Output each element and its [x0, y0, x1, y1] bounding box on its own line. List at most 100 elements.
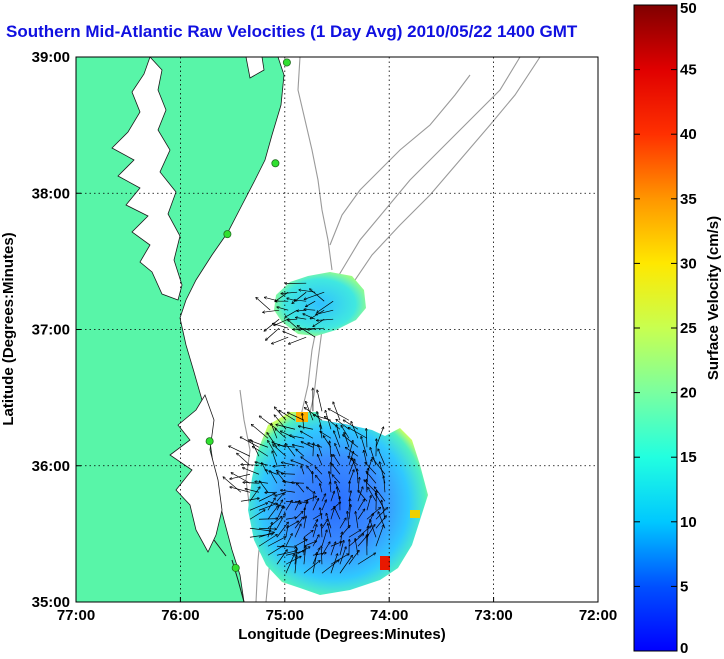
velocity-vector	[312, 471, 313, 484]
velocity-vector	[315, 467, 323, 475]
velocity-vector	[316, 318, 334, 320]
velocity-vector	[303, 530, 313, 538]
delaware-bay	[245, 57, 265, 79]
x-tick-label: 72:00	[579, 607, 617, 624]
velocity-vector	[294, 524, 301, 538]
velocity-vector	[312, 514, 322, 520]
velocity-vector	[320, 508, 323, 520]
velocity-vector	[358, 490, 368, 502]
colorbar-ticks: 0 5 10 15 20 25 30 35 40 45 50	[634, 0, 697, 657]
velocity-vector	[310, 289, 325, 302]
velocity-vector	[265, 327, 280, 340]
velocity-vector	[328, 409, 350, 421]
velocity-vector	[242, 468, 260, 475]
velocity-vector	[279, 410, 296, 421]
velocity-vector	[285, 443, 296, 457]
velocity-vector	[339, 555, 353, 574]
velocity-vector	[312, 535, 319, 547]
velocity-vector	[304, 508, 305, 520]
velocity-vector	[326, 513, 332, 529]
velocity-vector	[330, 441, 332, 457]
velocity-vector	[289, 435, 305, 439]
x-tick-label: 75:00	[266, 607, 304, 624]
velocity-vector	[348, 451, 354, 466]
velocity-vector	[267, 522, 272, 538]
velocity-vector	[335, 443, 341, 457]
velocity-vector	[333, 402, 341, 421]
velocity-vector	[375, 516, 386, 529]
velocity-vector	[339, 518, 346, 529]
velocity-vector	[299, 290, 316, 293]
velocity-vector	[357, 487, 363, 502]
velocity-vector	[291, 460, 305, 466]
velocity-vector	[281, 291, 298, 293]
y-tick-label: 38:00	[32, 185, 70, 202]
velocity-vector	[285, 556, 301, 565]
velocity-vector	[339, 540, 344, 556]
x-axis-label: Longitude (Degrees:Minutes)	[238, 626, 446, 643]
velocity-vector	[302, 413, 305, 430]
y-axis-label: Latitude (Degrees:Minutes)	[0, 232, 17, 425]
x-tick-label: 73:00	[474, 607, 512, 624]
velocity-vector	[370, 520, 377, 538]
velocity-vector	[249, 510, 265, 520]
velocity-vector	[328, 523, 332, 538]
velocity-vector	[312, 525, 317, 538]
velocity-vector	[294, 547, 310, 556]
velocity-vector	[339, 547, 346, 565]
station-marker	[205, 437, 214, 446]
velocity-vector	[317, 300, 334, 312]
velocity-vector	[271, 423, 278, 439]
velocity-vector	[303, 560, 320, 574]
velocity-vector	[281, 462, 296, 466]
velocity-vector	[330, 554, 338, 574]
velocity-vector	[237, 453, 251, 466]
velocity-vector	[273, 444, 287, 457]
velocity-vector	[280, 490, 296, 493]
velocity-vector	[240, 498, 259, 502]
velocity-vector	[292, 291, 307, 303]
velocity-vector	[294, 555, 297, 574]
velocity-vector	[274, 407, 287, 421]
map-title: Southern Mid-Atlantic Raw Velocities (1 …	[6, 22, 578, 41]
velocity-vector	[306, 300, 316, 306]
velocity-vector	[343, 435, 359, 448]
velocity-vector	[304, 291, 325, 299]
velocity-vector	[334, 506, 341, 520]
velocity-vector	[330, 507, 335, 520]
velocity-vector	[277, 307, 289, 311]
colorbar-tick-label: 30	[680, 255, 697, 272]
velocity-vector	[276, 500, 283, 511]
velocity-vector	[375, 508, 388, 520]
velocity-vector	[258, 503, 277, 511]
velocity-vector	[334, 431, 341, 448]
velocity-vector	[349, 481, 350, 493]
velocity-vector	[285, 533, 292, 547]
velocity-vector	[375, 525, 384, 547]
velocity-vector	[298, 426, 314, 430]
velocity-vector	[294, 539, 307, 547]
velocity-vector	[374, 487, 386, 502]
coverage-patch-north	[274, 272, 366, 336]
velocity-vector	[321, 560, 339, 574]
velocity-vector	[249, 534, 273, 538]
velocity-vector	[276, 493, 284, 502]
colorbar-tick-label: 25	[680, 320, 697, 337]
velocity-vector	[258, 532, 274, 538]
velocity-vector	[368, 487, 377, 502]
velocity-vector	[263, 309, 280, 312]
velocity-vector	[259, 416, 278, 430]
x-tick-label: 76:00	[161, 607, 199, 624]
velocity-vector	[267, 505, 278, 520]
velocity-vector	[294, 300, 307, 301]
velocity-vector	[321, 546, 322, 565]
velocity-vector	[276, 550, 287, 565]
velocity-vector	[268, 440, 278, 457]
velocity-vector	[285, 500, 292, 511]
velocity-vector	[357, 553, 376, 565]
velocity-vector	[316, 309, 334, 314]
velocity-vector	[249, 487, 260, 502]
velocity-vector	[288, 336, 307, 344]
velocity-vector	[267, 537, 286, 547]
velocity-vector	[275, 429, 287, 439]
